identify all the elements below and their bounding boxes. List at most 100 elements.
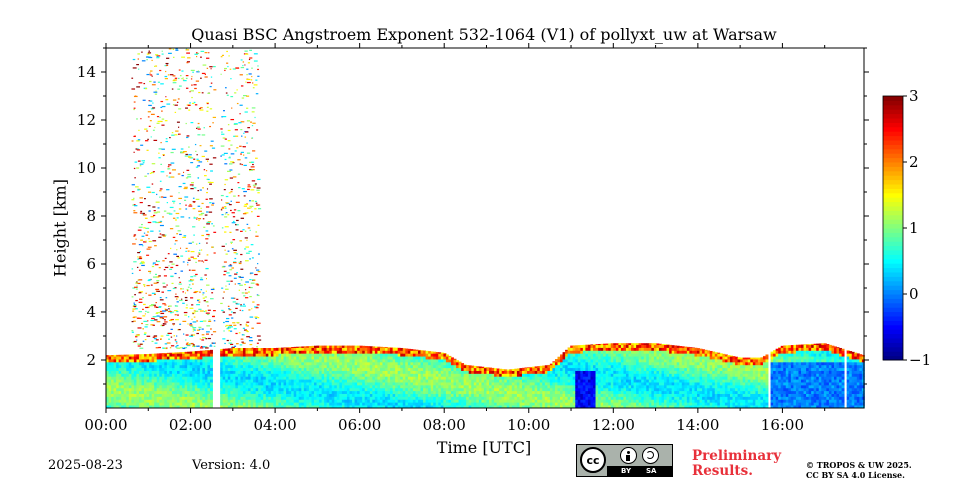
heatmap-cell xyxy=(397,353,401,357)
heatmap-cell xyxy=(580,390,584,394)
heatmap-cell xyxy=(737,364,741,369)
heatmap-cell xyxy=(392,359,396,363)
heatmap-cell xyxy=(367,361,371,366)
heatmap-cell xyxy=(410,376,414,380)
heatmap-cell xyxy=(352,347,355,351)
heatmap-cell xyxy=(146,354,150,357)
heatmap-cell xyxy=(567,376,571,380)
heatmap-cell xyxy=(402,390,406,394)
heatmap-cell xyxy=(549,367,553,371)
heatmap-cell xyxy=(364,402,368,406)
heatmap-cell xyxy=(691,405,695,409)
heatmap-cell xyxy=(220,376,224,380)
heatmap-cell xyxy=(585,393,589,397)
heatmap-cell xyxy=(349,373,353,377)
heatmap-cell xyxy=(549,370,553,374)
heatmap-cell xyxy=(509,393,513,397)
heatmap-cell xyxy=(691,364,695,369)
heatmap-cell xyxy=(537,376,541,380)
heatmap-cell xyxy=(598,350,602,354)
heatmap-cell xyxy=(131,405,135,409)
heatmap-cell xyxy=(171,396,175,400)
heatmap-cell xyxy=(740,379,744,383)
heatmap-cell xyxy=(116,354,120,357)
heatmap-cell xyxy=(210,361,213,366)
heatmap-cell xyxy=(382,356,386,360)
heatmap-cell xyxy=(560,387,563,392)
heatmap-cell xyxy=(501,396,505,400)
heatmap-cell xyxy=(230,399,234,403)
heatmap-cell xyxy=(740,370,744,374)
heatmap-cell xyxy=(732,373,736,377)
heatmap-cell xyxy=(301,370,305,374)
heatmap-cell xyxy=(613,350,617,354)
heatmap-cell xyxy=(161,364,165,369)
heatmap-cell xyxy=(547,370,551,374)
heatmap-cell xyxy=(204,356,208,360)
heatmap-cell xyxy=(324,387,328,392)
heatmap-cell xyxy=(694,376,698,380)
heatmap-cell xyxy=(230,402,234,406)
heatmap-cell xyxy=(499,402,503,406)
heatmap-cell xyxy=(506,376,510,380)
heatmap-cell xyxy=(121,356,125,360)
heatmap-cell xyxy=(298,387,302,392)
heatmap-cell xyxy=(567,393,571,397)
heatmap-cell xyxy=(486,382,490,386)
heatmap-cell xyxy=(666,353,670,357)
heatmap-cell xyxy=(585,376,589,380)
heatmap-cell xyxy=(402,382,406,386)
heatmap-cell xyxy=(481,376,485,380)
heatmap-cell xyxy=(628,356,632,360)
heatmap-cell xyxy=(565,405,569,409)
heatmap-cell xyxy=(364,382,368,386)
heatmap-cell xyxy=(714,387,718,392)
heatmap-cell xyxy=(372,379,376,383)
heatmap-cell xyxy=(402,379,406,383)
heatmap-cell xyxy=(735,359,738,363)
heatmap-cell xyxy=(405,361,409,366)
heatmap-cell xyxy=(691,390,695,394)
heatmap-cell xyxy=(240,405,244,409)
heatmap-cell xyxy=(253,387,257,392)
heatmap-cell xyxy=(648,399,652,403)
heatmap-cell xyxy=(415,353,419,357)
heatmap-cell xyxy=(415,359,419,363)
heatmap-cell xyxy=(590,344,594,348)
heatmap-cell xyxy=(126,393,130,397)
heatmap-cell xyxy=(245,387,249,392)
heatmap-cell xyxy=(707,359,711,363)
heatmap-cell xyxy=(524,405,528,409)
heatmap-cell xyxy=(709,390,713,394)
heatmap-cell xyxy=(141,373,145,377)
heatmap-cell xyxy=(603,350,607,354)
heatmap-cell xyxy=(580,382,584,386)
heatmap-cell xyxy=(468,393,472,397)
heatmap-cell xyxy=(329,384,333,389)
heatmap-cell xyxy=(633,356,637,360)
heatmap-cell xyxy=(712,387,716,392)
heatmap-cell xyxy=(184,382,188,386)
heatmap-cell xyxy=(210,402,213,406)
heatmap-cell xyxy=(448,405,452,409)
heatmap-cell xyxy=(377,364,381,369)
heatmap-cell xyxy=(598,356,602,360)
heatmap-cell xyxy=(354,387,358,392)
heatmap-cell xyxy=(704,390,708,394)
heatmap-cell xyxy=(625,350,629,354)
heatmap-cell xyxy=(291,361,295,366)
heatmap-cell xyxy=(466,387,470,392)
heatmap-cell xyxy=(473,373,477,377)
heatmap-cell xyxy=(108,382,112,386)
heatmap-cell xyxy=(458,402,462,406)
heatmap-cell xyxy=(182,376,186,380)
heatmap-cell xyxy=(199,384,203,389)
heatmap-cell xyxy=(613,347,617,351)
heatmap-cell xyxy=(709,367,713,371)
heatmap-cell xyxy=(653,405,657,409)
heatmap-cell xyxy=(397,347,401,351)
heatmap-cell xyxy=(514,370,518,374)
heatmap-cell xyxy=(580,393,584,397)
heatmap-cell xyxy=(283,402,287,406)
heatmap-cell xyxy=(618,405,622,409)
